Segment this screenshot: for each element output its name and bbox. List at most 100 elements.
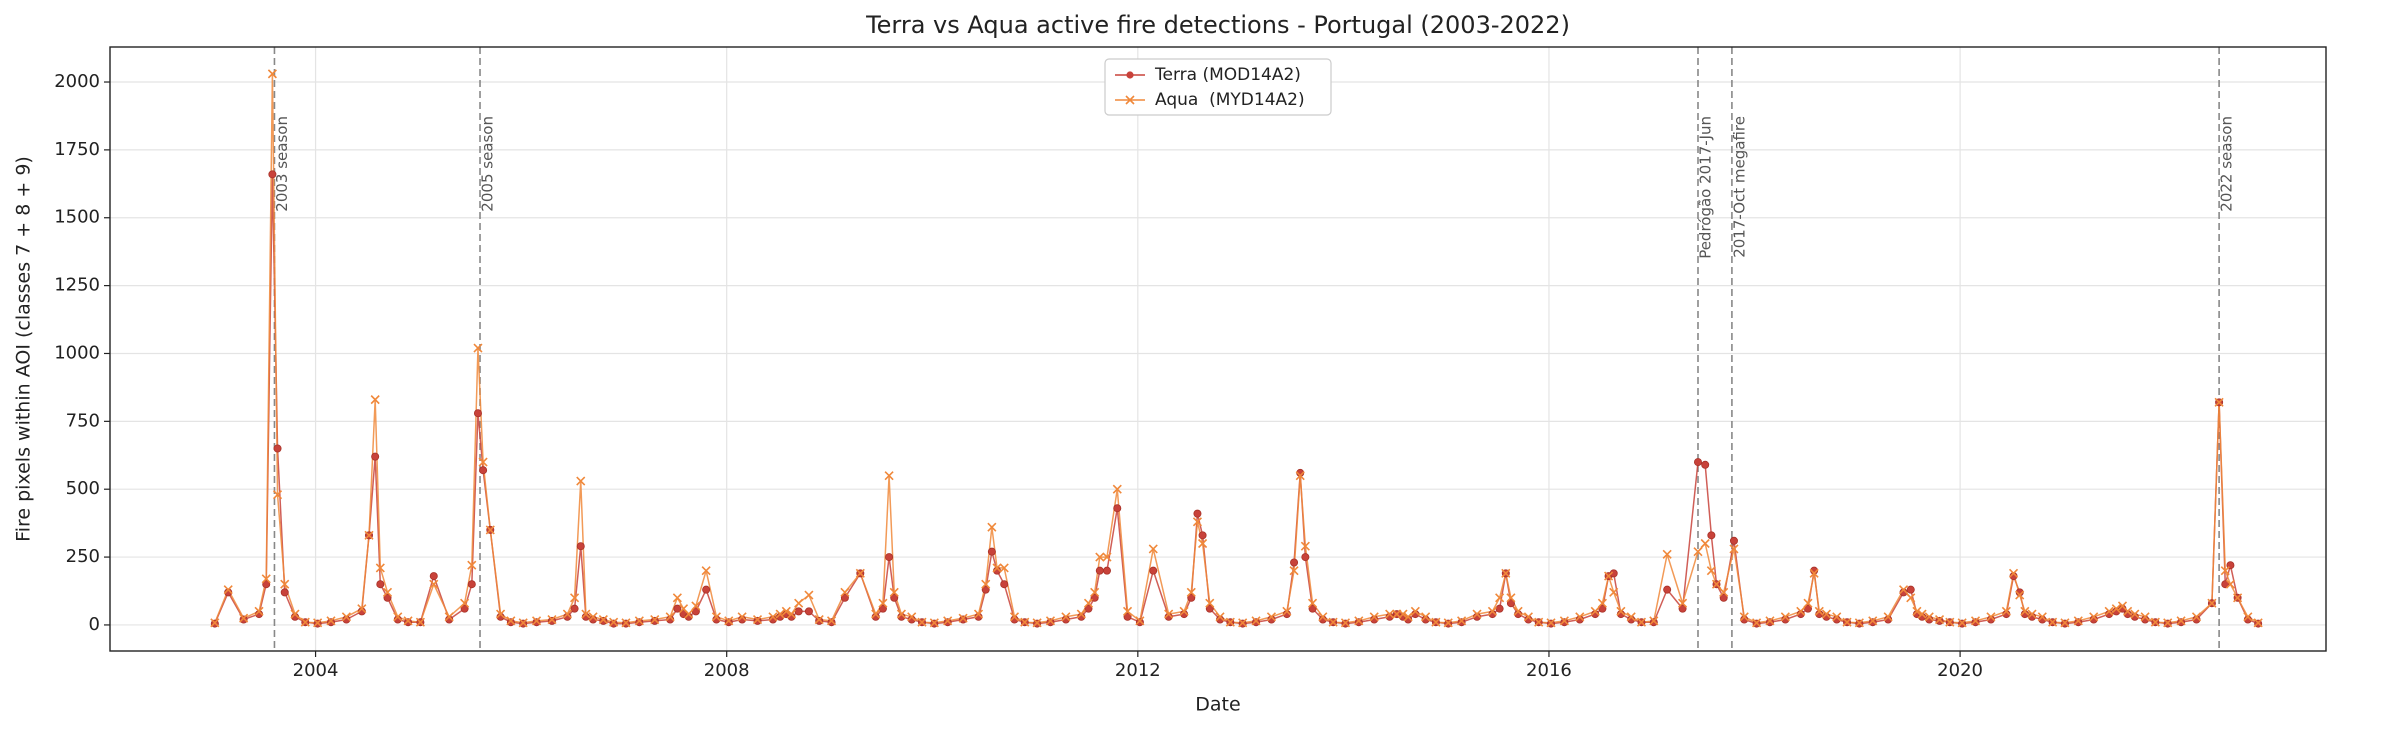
data-point	[1398, 609, 1408, 619]
data-point	[1457, 616, 1467, 626]
data-point	[1282, 606, 1292, 616]
data-point	[1663, 585, 1672, 594]
data-point	[1986, 612, 1996, 622]
data-point	[827, 618, 836, 627]
data-point	[1957, 618, 1967, 628]
data-point	[300, 617, 310, 627]
data-point	[1560, 618, 1569, 627]
y-tick-label: 1500	[54, 207, 100, 228]
data-point	[775, 609, 785, 619]
data-point	[506, 618, 515, 627]
data-point	[724, 616, 734, 626]
legend-box	[1104, 58, 1332, 116]
legend-label: Terra (MOD14A2)	[1154, 65, 1301, 85]
data-point	[1662, 549, 1672, 559]
data-point	[840, 593, 849, 602]
data-point	[2123, 606, 2133, 616]
data-point	[907, 612, 917, 622]
data-point	[1061, 612, 1071, 622]
data-point	[1090, 587, 1100, 597]
data-point	[1164, 609, 1174, 619]
data-point	[1780, 612, 1790, 622]
data-point	[786, 609, 797, 619]
data-point	[1472, 609, 1482, 619]
x-axis-label: Date	[1195, 694, 1240, 716]
data-point	[1719, 587, 1729, 597]
data-point	[1385, 609, 1395, 619]
data-point	[2150, 617, 2160, 627]
data-point	[375, 563, 385, 573]
data-point	[1251, 616, 1261, 626]
data-point	[2015, 590, 2025, 600]
data-point	[1693, 547, 1703, 557]
data-point	[840, 587, 850, 597]
data-point	[1112, 484, 1122, 494]
y-tick-label: 250	[66, 546, 100, 567]
data-point	[429, 572, 438, 581]
x-tick-label: 2020	[1937, 660, 1983, 681]
data-point	[2073, 616, 2083, 626]
data-point	[2163, 618, 2173, 628]
data-point	[1205, 604, 1214, 613]
data-point	[599, 616, 608, 625]
annotation-label: 2005 season	[479, 116, 497, 212]
data-point	[268, 170, 277, 179]
data-point	[1457, 618, 1466, 627]
data-point	[981, 579, 991, 589]
x-tick-label: 2004	[293, 660, 339, 681]
data-point	[2233, 593, 2243, 603]
data-point	[2243, 612, 2253, 622]
data-point	[2220, 566, 2230, 576]
data-point	[1809, 568, 1819, 578]
data-point	[1523, 612, 1533, 622]
data-point	[1590, 606, 1600, 616]
data-point	[609, 619, 618, 628]
data-point	[1729, 536, 1738, 545]
data-point	[702, 585, 711, 594]
data-point	[1354, 616, 1364, 626]
data-point	[444, 612, 454, 622]
data-point	[1917, 609, 1927, 619]
y-tick-label: 1250	[54, 275, 100, 296]
data-point	[1912, 606, 1922, 616]
data-point	[1046, 618, 1055, 627]
data-point	[326, 616, 336, 626]
data-point	[1706, 566, 1716, 576]
data-point	[665, 612, 675, 622]
data-point	[2253, 618, 2263, 628]
data-point	[1616, 606, 1626, 616]
data-point	[987, 547, 996, 556]
data-point	[1135, 616, 1145, 626]
data-point	[781, 606, 791, 616]
data-point	[210, 618, 220, 628]
data-point	[2089, 612, 2099, 622]
data-point	[1906, 585, 1915, 594]
data-point	[1609, 587, 1619, 597]
data-point	[562, 609, 572, 619]
data-point	[1238, 618, 1248, 628]
data-point	[959, 615, 968, 624]
data-point	[1318, 612, 1328, 622]
data-point	[1752, 618, 1762, 628]
data-point	[1701, 460, 1710, 469]
x-tick-label: 2008	[704, 660, 750, 681]
data-point	[1559, 616, 1569, 626]
data-point	[1193, 509, 1202, 518]
data-point	[1501, 568, 1511, 578]
data-point	[1649, 616, 1659, 626]
data-point	[1205, 598, 1215, 608]
data-point	[981, 585, 990, 594]
y-tick-label: 500	[66, 478, 100, 499]
data-point	[1095, 552, 1105, 562]
data-point	[415, 617, 425, 627]
data-point	[1123, 612, 1132, 621]
data-point	[1898, 585, 1909, 595]
plot-frame	[109, 46, 2327, 652]
data-point	[1883, 612, 1893, 622]
data-point	[1707, 531, 1716, 540]
data-point	[878, 604, 887, 613]
data-point	[1971, 618, 1980, 627]
data-point	[1135, 618, 1144, 627]
data-point	[1009, 612, 1020, 622]
data-point	[280, 579, 290, 589]
